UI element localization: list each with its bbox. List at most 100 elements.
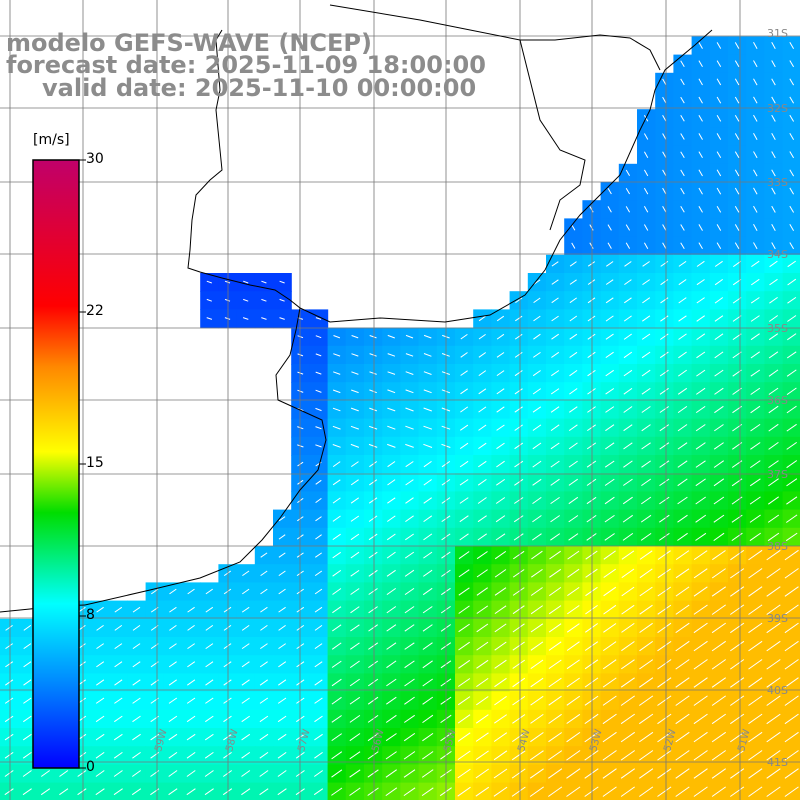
wind-arrow [241,624,250,631]
colorbar-tick-15: 15 [86,455,104,471]
wind-arrow [405,353,414,357]
wind-arrow [459,442,469,450]
wind-arrow [259,697,269,704]
wind-arrow [405,443,414,448]
wind-arrow [259,679,268,686]
wind-arrow [186,770,196,777]
wind-arrow [584,750,599,761]
wind-arrow [768,460,779,469]
wind-arrow [331,751,343,760]
wind-arrow [660,297,669,304]
wind-arrow [457,732,471,742]
wind-arrow [678,297,687,304]
wind-arrow [696,333,706,341]
wind-arrow [620,731,635,743]
wind-arrow [625,187,631,195]
wind-arrow [693,713,708,725]
wind-arrow [387,461,396,468]
wind-arrow [386,569,396,577]
wind-arrow [314,751,323,759]
wind-arrow [5,679,14,686]
wind-arrow [241,751,251,759]
wind-arrow [223,679,232,686]
wind-arrow [404,551,415,559]
wind-arrow [786,441,797,450]
wind-arrow [662,96,667,104]
wind-arrow [784,568,799,579]
wind-arrow [350,642,360,650]
wind-arrow [784,713,799,725]
wind-arrow [4,733,14,741]
wind-arrow [332,606,342,614]
wind-arrow [368,569,378,577]
wind-arrow [753,224,758,231]
wind-arrow [714,333,724,341]
wind-arrow [620,768,635,779]
wind-arrow [766,731,781,743]
wind-arrow [404,642,415,650]
wind-arrow [677,442,688,450]
wind-arrow [241,733,251,741]
wind-arrow [224,280,231,284]
wind-arrow [458,659,471,669]
wind-arrow [496,460,505,468]
wind-arrow [277,751,287,759]
wind-arrow [657,659,672,670]
wind-arrow [766,750,781,761]
wind-arrow [784,750,799,761]
wind-arrow [766,768,781,779]
wind-arrow [277,697,287,704]
wind-arrow [568,442,578,450]
wind-arrow [314,697,323,704]
wind-arrow [657,750,672,761]
wind-arrow [169,606,177,613]
wind-arrow [566,677,580,688]
wind-arrow [514,351,523,358]
wind-arrow [422,732,434,742]
wind-arrow [23,661,32,668]
wind-arrow [642,261,650,267]
lat-label: 34S [767,248,788,261]
wind-arrow [678,279,687,286]
wind-arrow [625,169,631,177]
wind-arrow [550,424,560,432]
wind-arrow [677,514,688,523]
wind-arrow [223,643,232,650]
wind-arrow [478,460,487,468]
wind-arrow [657,550,671,560]
wind-arrow [731,478,743,487]
wind-arrow [750,351,760,359]
wind-arrow [532,478,542,486]
wind-arrow [23,643,32,650]
wind-arrow [205,697,214,704]
wind-arrow [223,588,232,595]
wind-arrow [730,622,745,634]
wind-arrow [677,496,688,505]
wind-arrow [313,788,324,796]
wind-arrow [40,788,51,796]
wind-arrow [186,715,196,723]
wind-arrow [494,714,507,724]
wind-arrow [494,641,507,651]
wind-arrow [496,406,505,413]
wind-arrow [768,387,779,395]
wind-arrow [753,42,758,49]
wind-arrow [766,677,781,688]
wind-arrow [711,750,726,761]
wind-arrow [604,533,615,541]
wind-arrow [494,569,507,578]
wind-arrow [659,478,670,487]
wind-arrow [512,623,525,633]
wind-arrow [662,206,667,213]
wind-arrow [369,461,378,468]
wind-arrow [77,770,87,777]
wind-arrow [493,732,508,742]
wind-arrow [5,624,13,631]
wind-arrow [621,550,635,560]
wind-arrow [95,697,105,704]
wind-arrow [787,333,797,341]
wind-arrow [551,297,559,304]
wind-arrow [223,624,232,631]
wind-arrow [789,224,795,231]
wind-arrow [495,515,506,523]
